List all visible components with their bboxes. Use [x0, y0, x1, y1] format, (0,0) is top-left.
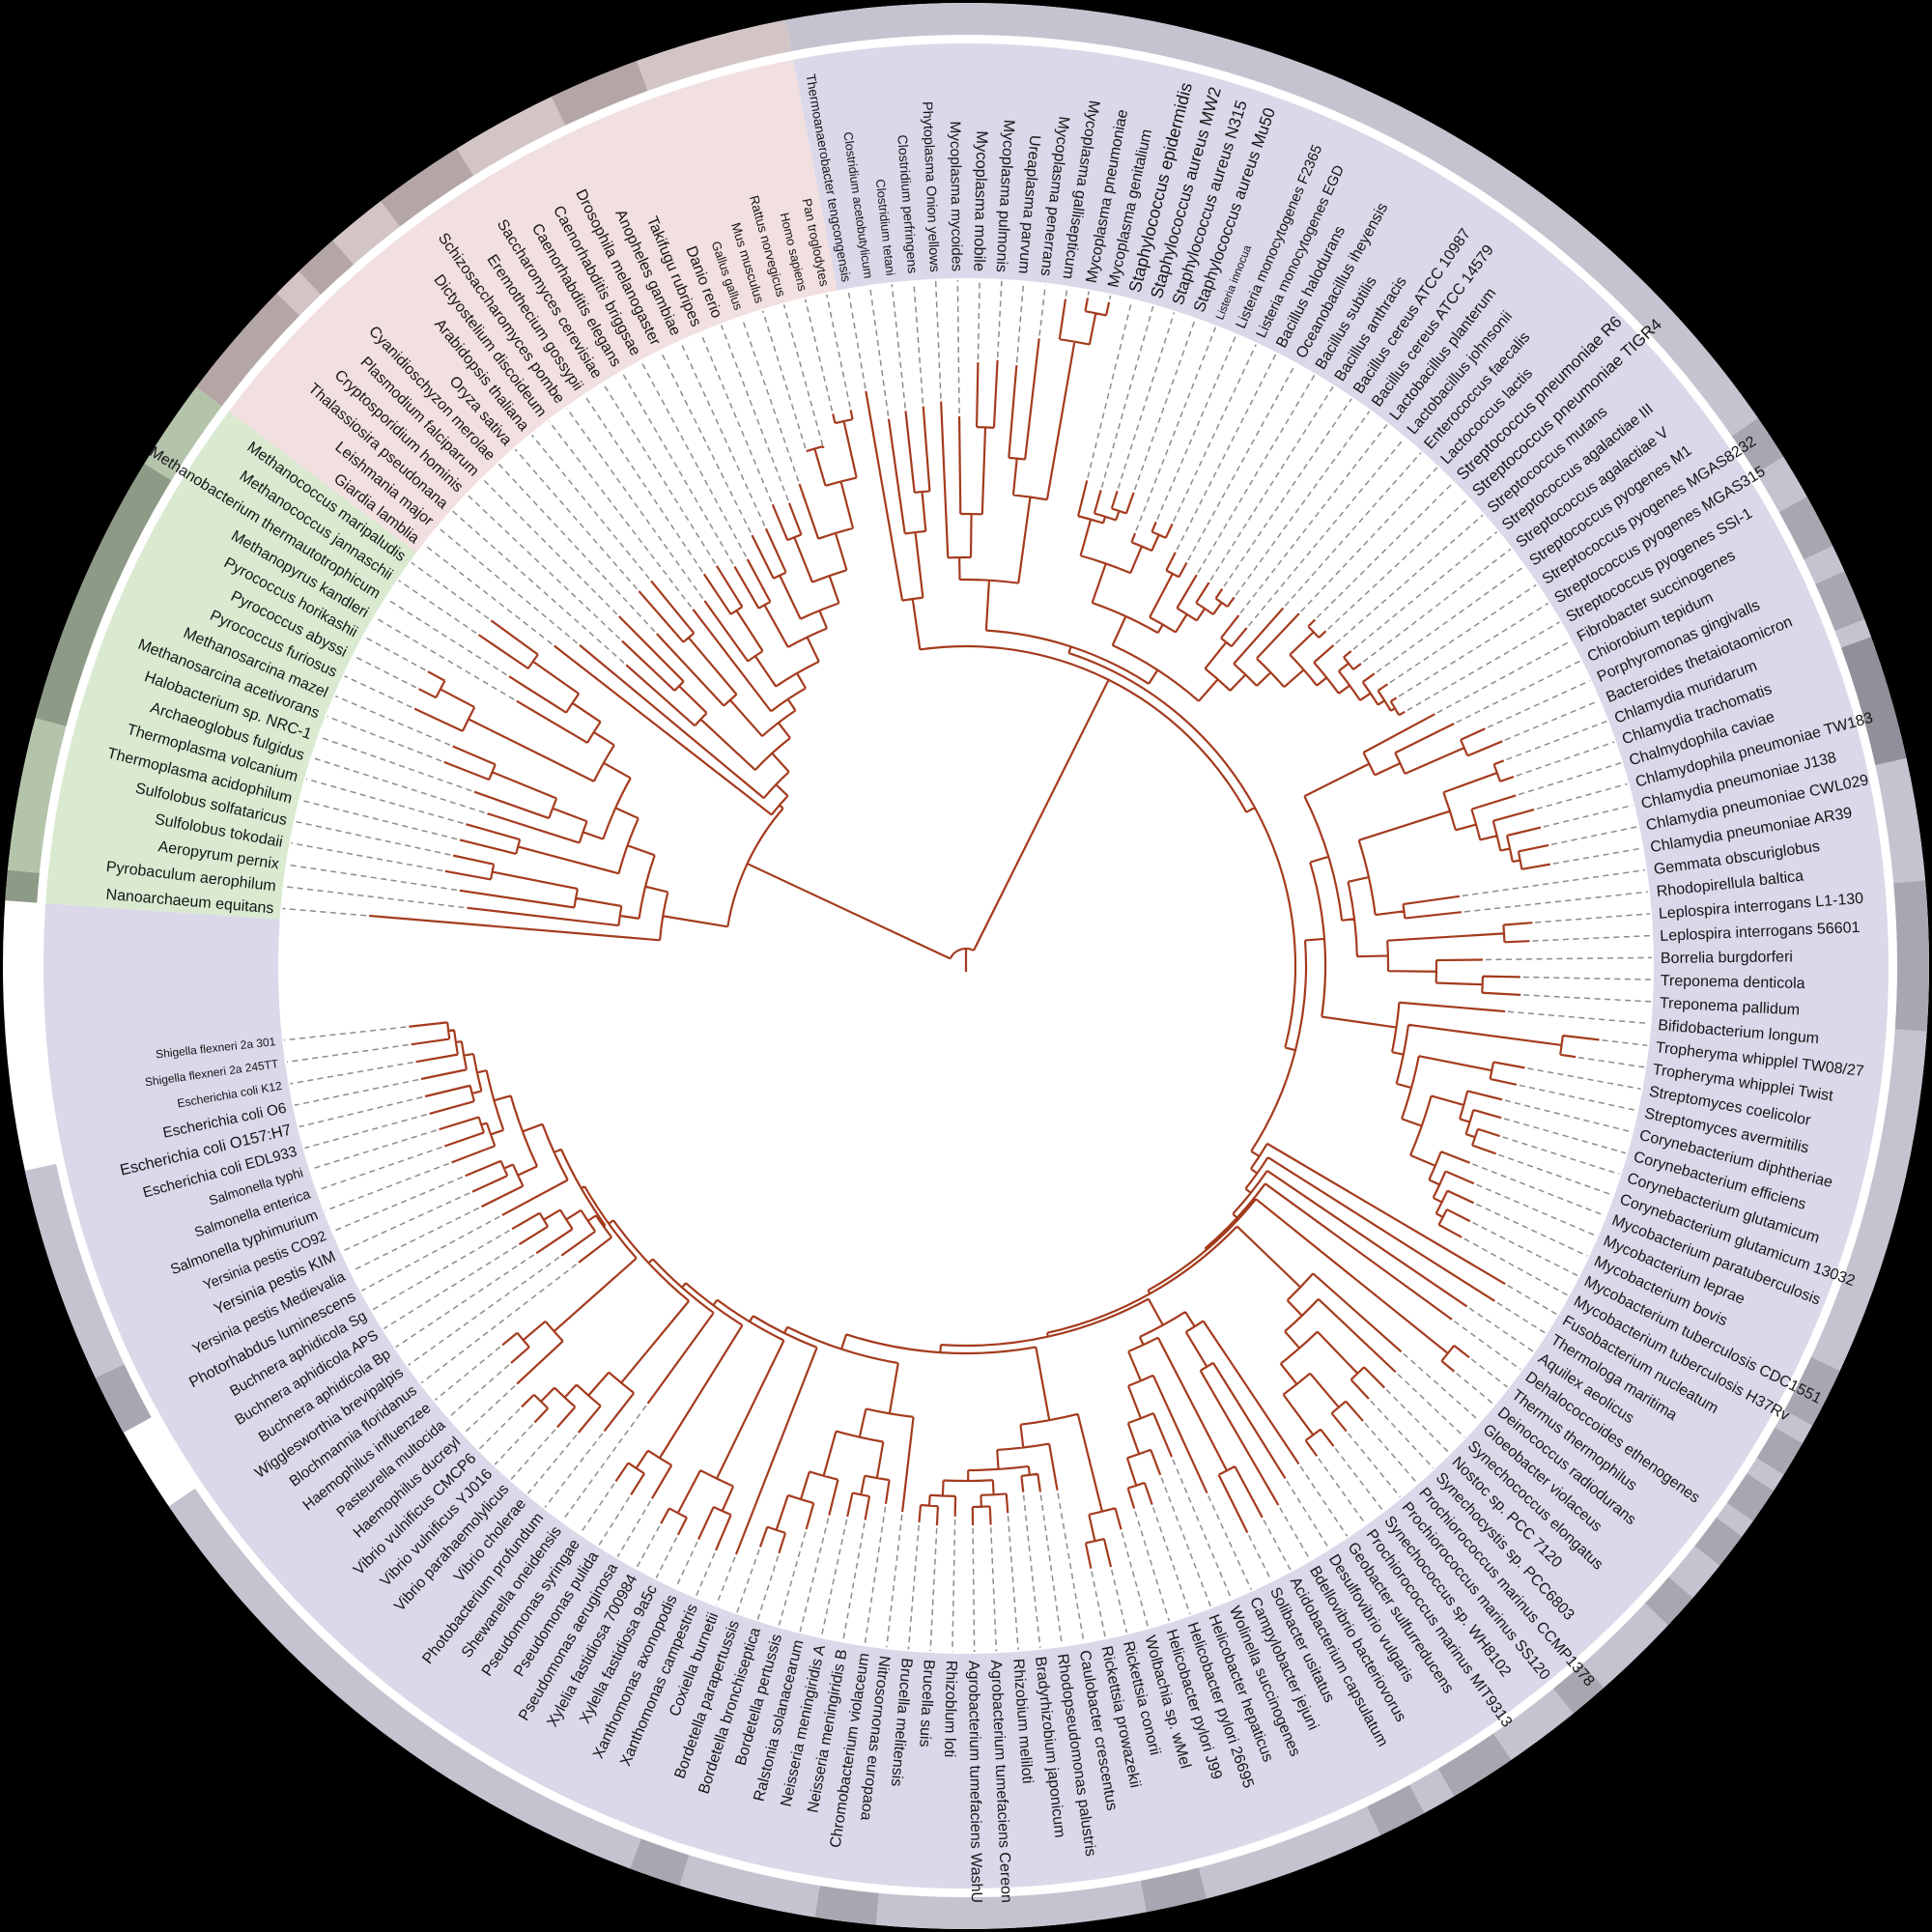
- svg-text:Borrelia burgdorferi: Borrelia burgdorferi: [1661, 949, 1793, 967]
- svg-text:Agrobacterium tumefaciens Wash: Agrobacterium tumefaciens WashU: [965, 1661, 984, 1903]
- svg-text:Mycoplasma mobile: Mycoplasma mobile: [970, 130, 990, 271]
- svg-text:Mycoplasma mycoides: Mycoplasma mycoides: [947, 121, 965, 271]
- svg-text:Phytoplasma Onion yellows: Phytoplasma Onion yellows: [919, 101, 942, 272]
- svg-text:Brucella suis: Brucella suis: [916, 1660, 937, 1747]
- svg-text:Rhizoblum loti: Rhizoblum loti: [941, 1661, 959, 1758]
- svg-text:Treponema denticola: Treponema denticola: [1661, 973, 1805, 992]
